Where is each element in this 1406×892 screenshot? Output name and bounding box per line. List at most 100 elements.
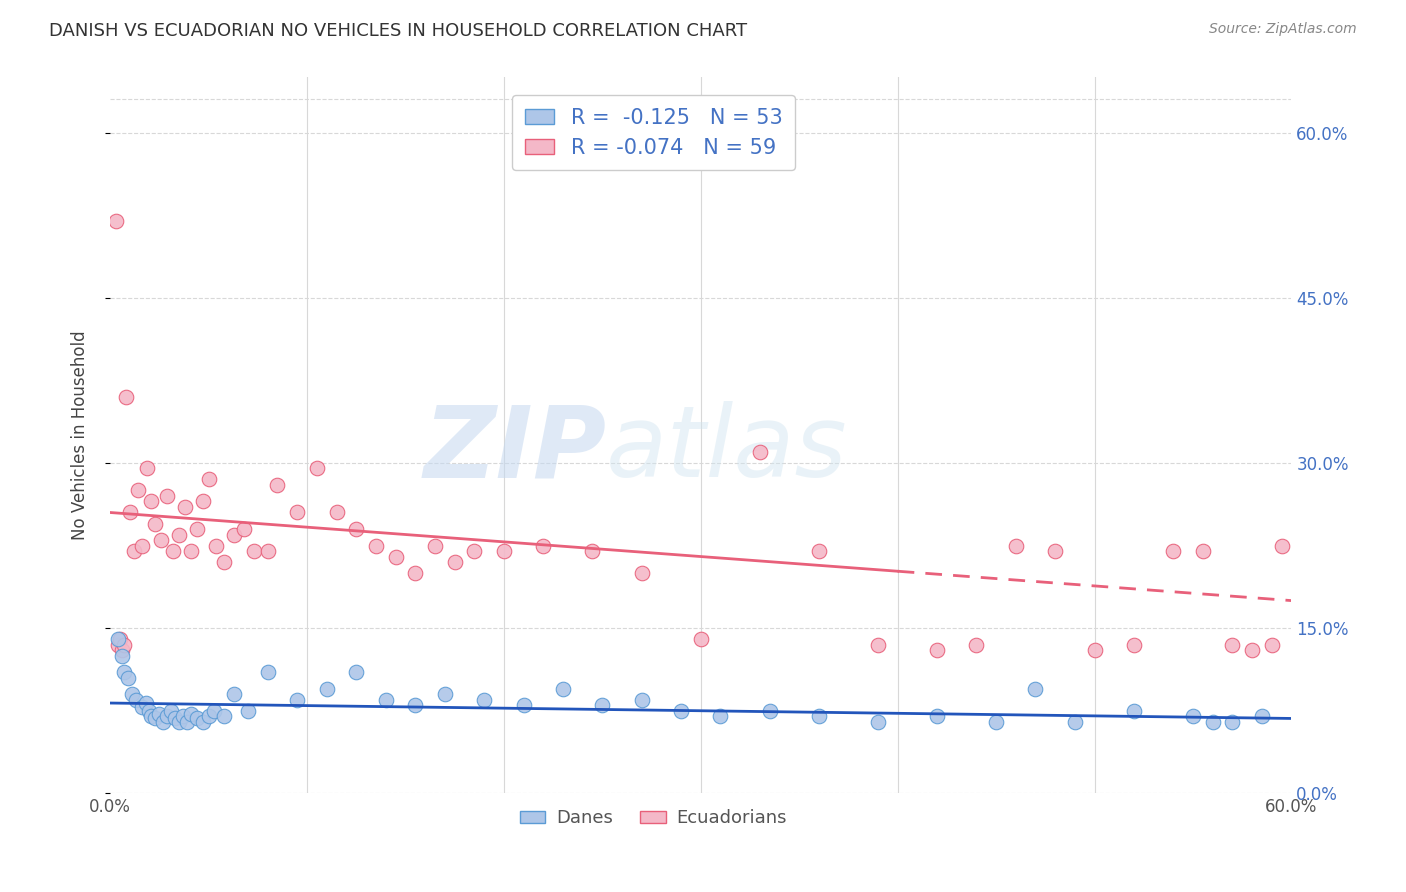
Point <box>748 445 770 459</box>
Point <box>112 665 135 680</box>
Point <box>443 555 465 569</box>
Point <box>112 638 135 652</box>
Point <box>136 461 159 475</box>
Point <box>305 461 328 475</box>
Point <box>463 544 485 558</box>
Point <box>1222 638 1244 652</box>
Point <box>148 707 170 722</box>
Point <box>1083 643 1105 657</box>
Point <box>581 544 603 558</box>
Point <box>266 478 288 492</box>
Text: ZIP: ZIP <box>423 401 606 499</box>
Point <box>243 544 266 558</box>
Text: DANISH VS ECUADORIAN NO VEHICLES IN HOUSEHOLD CORRELATION CHART: DANISH VS ECUADORIAN NO VEHICLES IN HOUS… <box>49 22 748 40</box>
Point <box>214 709 236 723</box>
Point <box>404 566 426 580</box>
Y-axis label: No Vehicles in Household: No Vehicles in Household <box>72 331 89 541</box>
Point <box>174 500 197 514</box>
Point <box>186 711 208 725</box>
Point <box>118 506 141 520</box>
Point <box>1222 714 1244 729</box>
Text: atlas: atlas <box>606 401 848 499</box>
Point <box>256 665 278 680</box>
Point <box>152 714 174 729</box>
Point <box>143 516 166 531</box>
Point <box>141 709 163 723</box>
Point <box>285 692 308 706</box>
Point <box>364 539 387 553</box>
Point <box>1123 704 1146 718</box>
Point <box>404 698 426 713</box>
Point <box>236 704 259 718</box>
Point <box>866 714 889 729</box>
Point <box>866 638 889 652</box>
Point <box>205 539 228 553</box>
Point <box>186 522 208 536</box>
Point <box>531 539 554 553</box>
Point <box>315 681 337 696</box>
Point <box>114 390 136 404</box>
Point <box>224 527 246 541</box>
Point <box>1182 709 1205 723</box>
Point <box>160 704 183 718</box>
Point <box>669 704 692 718</box>
Point <box>433 687 456 701</box>
Point <box>197 709 219 723</box>
Point <box>492 544 515 558</box>
Point <box>344 665 367 680</box>
Point <box>1251 709 1274 723</box>
Point <box>423 539 446 553</box>
Point <box>758 704 780 718</box>
Point <box>630 566 652 580</box>
Point <box>111 643 134 657</box>
Point <box>709 709 731 723</box>
Point <box>551 681 574 696</box>
Point <box>167 527 190 541</box>
Point <box>107 638 129 652</box>
Text: Source: ZipAtlas.com: Source: ZipAtlas.com <box>1209 22 1357 37</box>
Point <box>1004 539 1026 553</box>
Point <box>131 539 153 553</box>
Point <box>965 638 987 652</box>
Point <box>108 632 131 647</box>
Point <box>224 687 246 701</box>
Point <box>176 714 198 729</box>
Point <box>807 544 830 558</box>
Point <box>1043 544 1066 558</box>
Point <box>1123 638 1146 652</box>
Point <box>143 711 166 725</box>
Point <box>214 555 236 569</box>
Point <box>162 544 184 558</box>
Point <box>150 533 173 547</box>
Point <box>138 704 160 718</box>
Point <box>925 709 948 723</box>
Point <box>191 494 214 508</box>
Point <box>630 692 652 706</box>
Point <box>512 698 534 713</box>
Point <box>384 549 406 564</box>
Point <box>180 544 202 558</box>
Point <box>925 643 948 657</box>
Point <box>344 522 367 536</box>
Point <box>165 711 187 725</box>
Point <box>1192 544 1215 558</box>
Point <box>1202 714 1225 729</box>
Point <box>191 714 214 729</box>
Point <box>107 632 129 647</box>
Point <box>122 544 145 558</box>
Point <box>156 709 179 723</box>
Point <box>374 692 396 706</box>
Point <box>591 698 613 713</box>
Point <box>117 671 139 685</box>
Point <box>127 483 149 498</box>
Point <box>121 687 143 701</box>
Point <box>256 544 278 558</box>
Point <box>233 522 256 536</box>
Legend: Danes, Ecuadorians: Danes, Ecuadorians <box>513 802 794 834</box>
Point <box>689 632 711 647</box>
Point <box>180 707 202 722</box>
Point <box>285 506 308 520</box>
Point <box>1271 539 1294 553</box>
Point <box>1024 681 1046 696</box>
Point <box>807 709 830 723</box>
